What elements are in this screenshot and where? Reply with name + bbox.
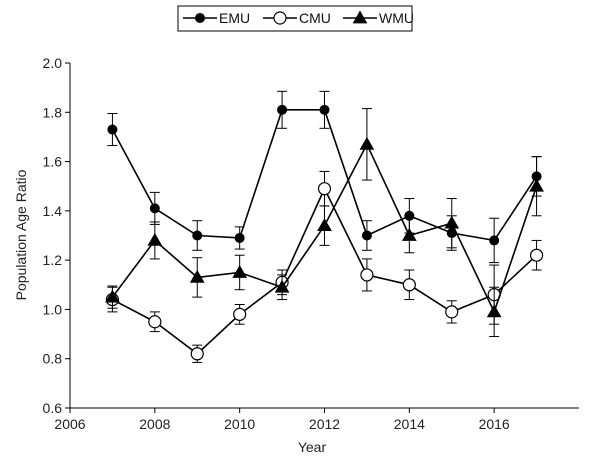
legend-label: WMU [379, 10, 414, 26]
y-tick-label: 0.8 [43, 351, 63, 367]
y-tick-label: 2.0 [43, 55, 63, 71]
y-tick-label: 0.6 [43, 400, 63, 416]
series-group [105, 90, 544, 363]
data-point [190, 347, 204, 361]
legend-item-emu: EMU [183, 10, 250, 26]
data-point [529, 178, 544, 192]
data-point [444, 215, 460, 229]
data-point [401, 227, 417, 241]
y-tick-label: 1.0 [43, 301, 63, 317]
data-point [360, 268, 374, 282]
data-point [148, 315, 162, 329]
data-point [529, 248, 544, 262]
x-tick-label: 2008 [139, 416, 170, 432]
x-tick-label: 2014 [394, 416, 425, 432]
data-point [192, 230, 203, 241]
x-axis-title: Year [298, 439, 327, 455]
legend-label: CMU [299, 10, 331, 26]
data-point [147, 232, 163, 246]
legend-marker [352, 10, 368, 24]
y-tick-label: 1.4 [43, 203, 63, 219]
data-point [402, 278, 416, 292]
legend: EMU CMU WMU [177, 5, 414, 32]
y-tick-label: 1.2 [43, 252, 63, 268]
data-point [361, 230, 372, 241]
y-tick-label: 1.8 [43, 104, 63, 120]
data-point [317, 182, 332, 196]
data-point [233, 307, 247, 321]
x-tick-label: 2016 [479, 416, 510, 432]
data-point [319, 104, 330, 115]
data-point [105, 289, 120, 303]
data-point [149, 203, 160, 214]
x-tick-label: 2006 [54, 416, 85, 432]
series-cmu [105, 170, 544, 363]
data-point [232, 264, 248, 278]
legend-label: EMU [219, 10, 250, 26]
data-point [317, 218, 332, 232]
data-point [277, 104, 288, 115]
legend-marker [273, 11, 287, 25]
y-axis-title: Population Age Ratio [13, 169, 29, 300]
data-point [107, 124, 118, 135]
axes: 0.6 0.8 1.0 1.2 1.4 1.6 1.8 2.0 2006 2008 2010 2012… [43, 55, 579, 432]
data-point [445, 305, 459, 319]
legend-marker [195, 13, 205, 23]
series-wmu [105, 108, 544, 338]
legend-item-wmu: WMU [343, 10, 414, 26]
data-point [489, 235, 500, 246]
data-point [234, 232, 245, 243]
data-point [189, 269, 205, 283]
x-tick-label: 2010 [224, 416, 255, 432]
data-point [359, 136, 375, 150]
data-point [274, 279, 290, 293]
x-tick-label: 2012 [309, 416, 340, 432]
y-tick-label: 1.6 [43, 154, 63, 170]
legend-item-cmu: CMU [263, 10, 331, 26]
data-point [486, 304, 502, 318]
